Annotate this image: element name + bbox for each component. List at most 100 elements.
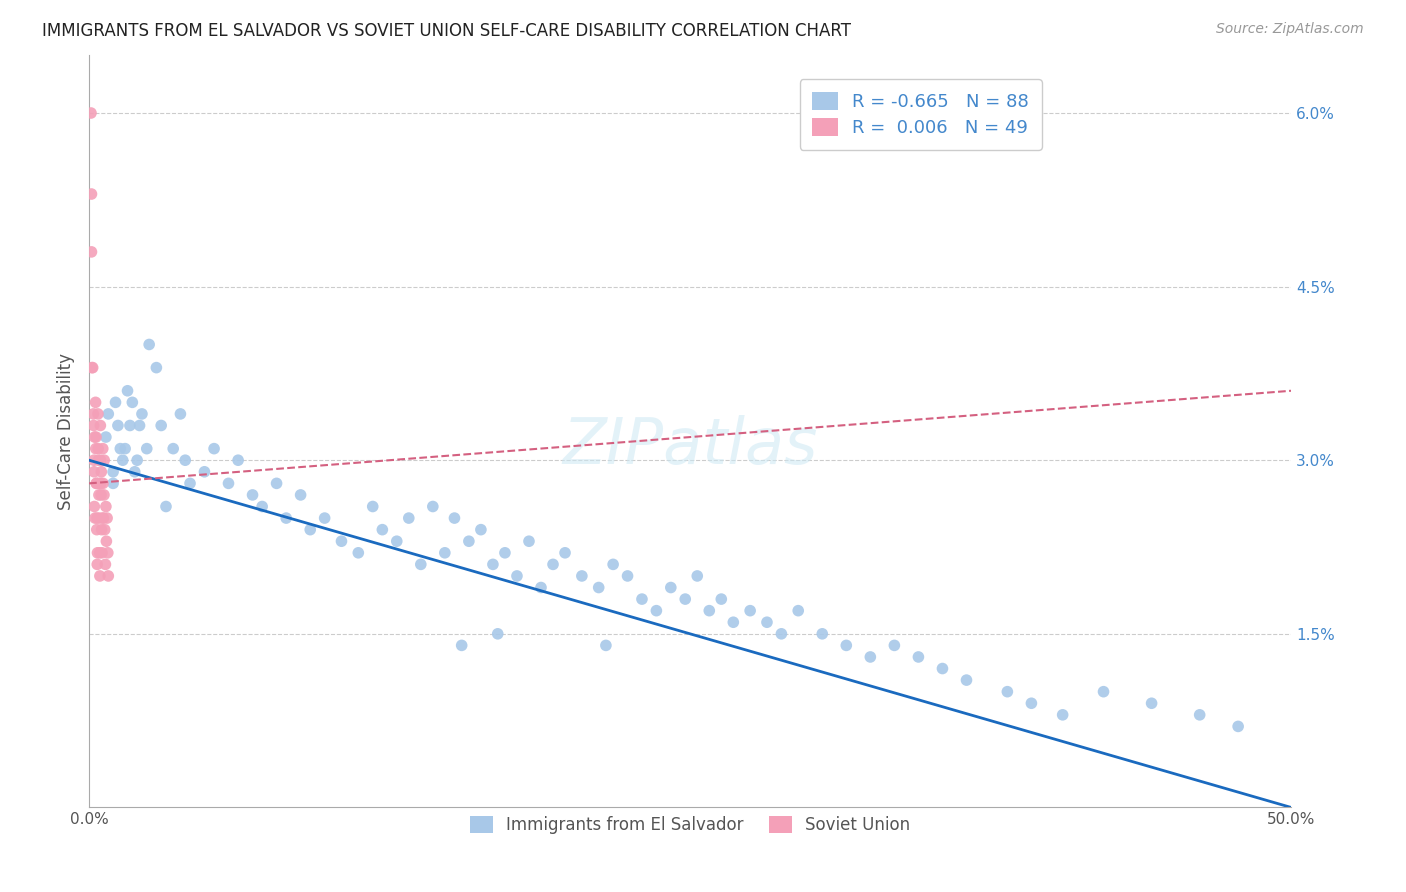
Point <box>1092 684 1115 698</box>
Point <box>117 384 139 398</box>
Point <box>111 453 134 467</box>
Point <box>97 407 120 421</box>
Point <box>87 453 110 467</box>
Point <box>90 488 112 502</box>
Point <box>145 360 167 375</box>
Point <box>84 430 107 444</box>
Point <box>371 523 394 537</box>
Point <box>710 592 733 607</box>
Point <box>114 442 136 456</box>
Point <box>595 639 617 653</box>
Legend: Immigrants from El Salvador, Soviet Union: Immigrants from El Salvador, Soviet Unio… <box>463 809 917 840</box>
Point <box>80 106 103 120</box>
Point <box>138 337 160 351</box>
Point <box>84 476 107 491</box>
Point <box>89 418 111 433</box>
Point <box>84 395 107 409</box>
Point <box>554 546 576 560</box>
Point <box>193 465 215 479</box>
Point <box>218 476 240 491</box>
Point <box>571 569 593 583</box>
Point <box>330 534 353 549</box>
Point <box>1140 696 1163 710</box>
Point <box>131 407 153 421</box>
Point <box>90 465 112 479</box>
Point <box>541 558 564 572</box>
Point <box>80 360 103 375</box>
Point <box>506 569 529 583</box>
Point <box>83 453 105 467</box>
Point <box>83 500 105 514</box>
Point <box>82 360 104 375</box>
Point <box>97 569 120 583</box>
Point <box>94 500 117 514</box>
Point <box>588 581 610 595</box>
Point <box>87 407 110 421</box>
Point <box>169 407 191 421</box>
Point <box>398 511 420 525</box>
Point <box>602 558 624 572</box>
Point <box>859 650 882 665</box>
Point <box>659 581 682 595</box>
Point <box>87 442 110 456</box>
Point <box>90 523 112 537</box>
Point <box>179 476 201 491</box>
Point <box>645 604 668 618</box>
Text: ZIPatlas: ZIPatlas <box>562 416 818 477</box>
Point <box>299 523 322 537</box>
Point <box>314 511 336 525</box>
Point <box>1227 719 1250 733</box>
Point <box>83 465 105 479</box>
Point <box>494 546 516 560</box>
Point <box>631 592 654 607</box>
Point <box>86 558 108 572</box>
Point <box>1021 696 1043 710</box>
Point <box>202 442 225 456</box>
Point <box>697 604 720 618</box>
Point <box>93 523 115 537</box>
Point <box>101 465 124 479</box>
Point <box>94 430 117 444</box>
Point <box>409 558 432 572</box>
Point <box>127 453 149 467</box>
Point <box>96 511 118 525</box>
Point <box>104 395 127 409</box>
Point <box>89 569 111 583</box>
Point <box>118 418 141 433</box>
Point <box>87 476 110 491</box>
Point <box>770 627 793 641</box>
Point <box>242 488 264 502</box>
Point <box>94 558 117 572</box>
Point <box>740 604 762 618</box>
Point <box>83 418 105 433</box>
Y-axis label: Self-Care Disability: Self-Care Disability <box>58 352 75 510</box>
Point <box>290 488 312 502</box>
Point <box>86 511 108 525</box>
Point <box>811 627 834 641</box>
Point <box>931 661 953 675</box>
Point <box>433 546 456 560</box>
Point <box>450 639 472 653</box>
Point <box>1188 707 1211 722</box>
Point <box>470 523 492 537</box>
Point <box>155 500 177 514</box>
Point <box>121 395 143 409</box>
Point <box>907 650 929 665</box>
Point <box>1052 707 1074 722</box>
Point <box>86 476 108 491</box>
Point <box>93 453 115 467</box>
Point <box>150 418 173 433</box>
Point <box>82 407 104 421</box>
Point <box>128 418 150 433</box>
Point <box>673 592 696 607</box>
Point <box>84 511 107 525</box>
Point <box>883 639 905 653</box>
Point <box>80 244 103 259</box>
Point <box>91 511 114 525</box>
Point <box>93 511 115 525</box>
Point <box>84 442 107 456</box>
Point <box>755 615 778 630</box>
Point <box>107 418 129 433</box>
Point <box>723 615 745 630</box>
Point <box>276 511 298 525</box>
